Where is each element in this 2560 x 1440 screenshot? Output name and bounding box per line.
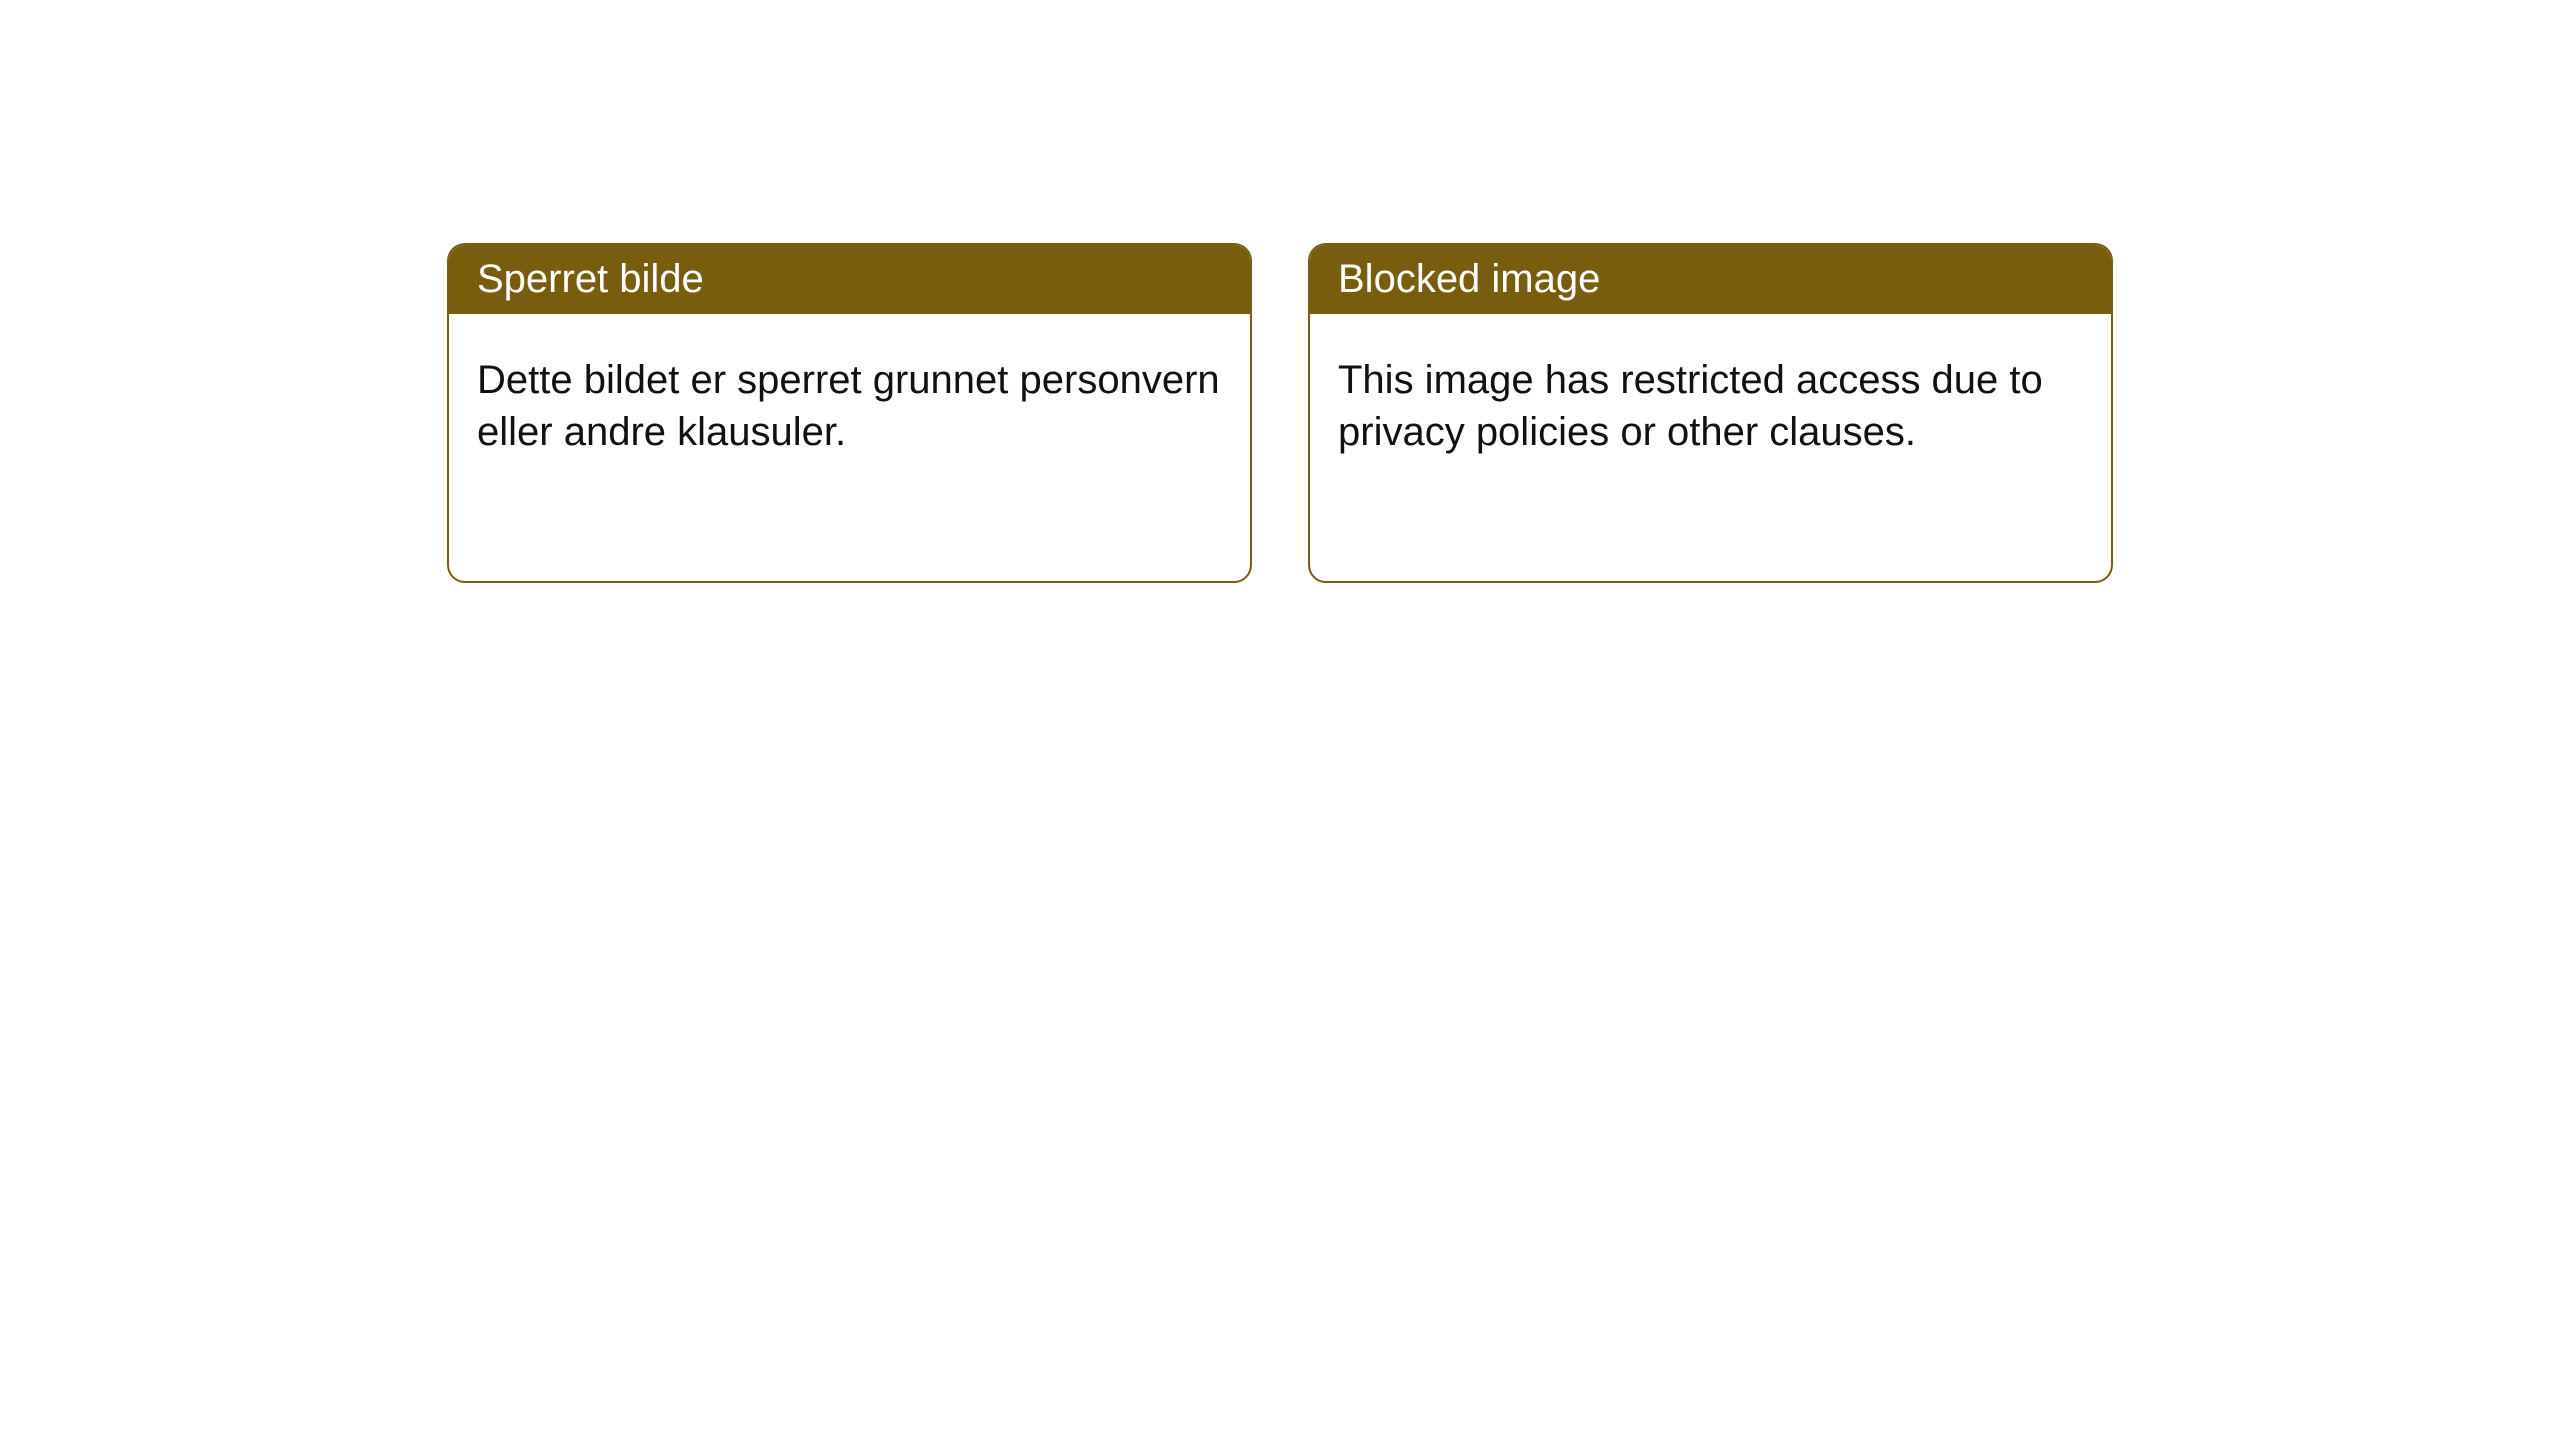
card-header: Sperret bilde	[449, 245, 1250, 314]
card-body-text: This image has restricted access due to …	[1338, 358, 2043, 454]
notice-cards-container: Sperret bilde Dette bildet er sperret gr…	[447, 243, 2113, 583]
card-title: Sperret bilde	[477, 257, 704, 301]
notice-card-norwegian: Sperret bilde Dette bildet er sperret gr…	[447, 243, 1252, 583]
notice-card-english: Blocked image This image has restricted …	[1308, 243, 2113, 583]
card-body-text: Dette bildet er sperret grunnet personve…	[477, 358, 1220, 454]
card-body: Dette bildet er sperret grunnet personve…	[449, 314, 1250, 498]
card-body: This image has restricted access due to …	[1310, 314, 2111, 498]
card-title: Blocked image	[1338, 257, 1600, 301]
card-header: Blocked image	[1310, 245, 2111, 314]
